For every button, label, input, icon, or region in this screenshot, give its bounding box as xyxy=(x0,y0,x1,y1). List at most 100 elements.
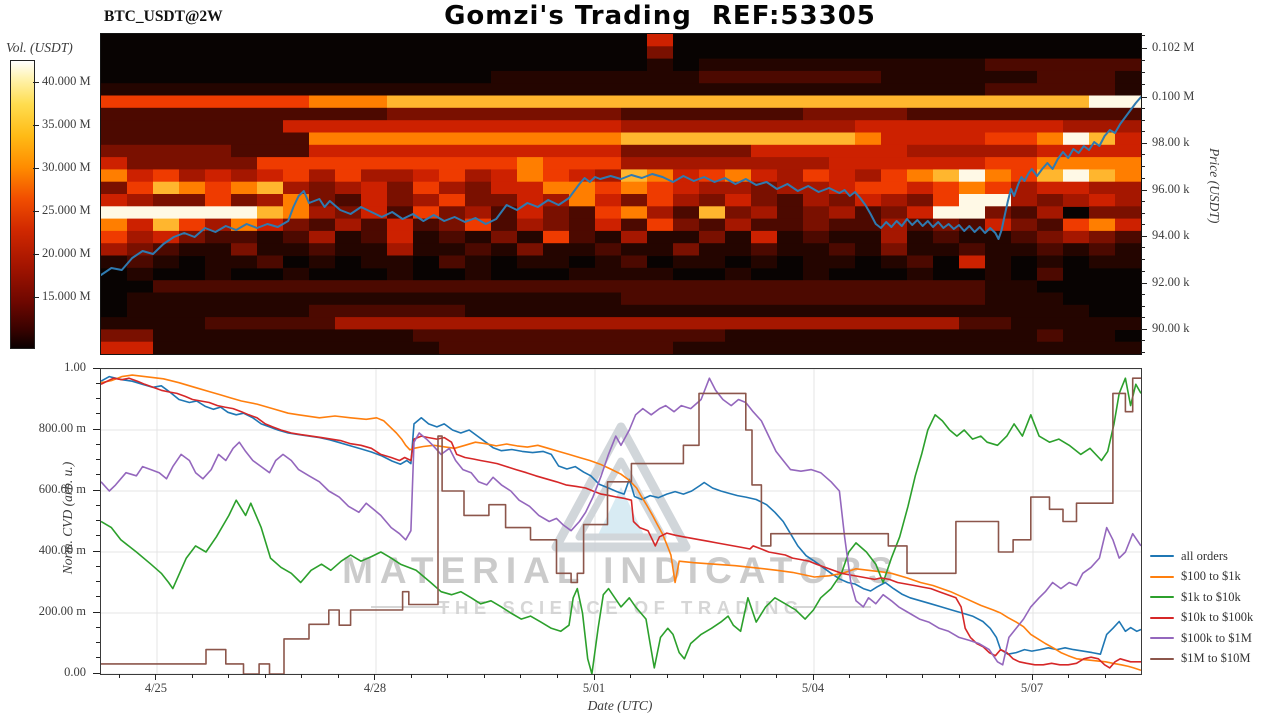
cvd-minor-tick xyxy=(96,443,100,445)
flask-logo-outer-triangle-icon xyxy=(551,422,691,552)
date-tick-label: 4/25 xyxy=(144,681,168,695)
date-minor-tick xyxy=(703,674,704,678)
price-tick xyxy=(1141,47,1147,49)
legend: all orders $100 to $1k $1k to $10k $10k to … xyxy=(1150,546,1254,670)
colorbar-tick xyxy=(33,296,39,298)
cvd-tick-label: 600.00 m xyxy=(38,482,86,496)
price-axis-title: Price (USDT) xyxy=(1207,148,1222,224)
legend-item: $100 to $1k xyxy=(1150,567,1253,588)
price-tick xyxy=(1141,282,1147,284)
date-tick-label: 5/04 xyxy=(801,681,825,695)
cvd-tick xyxy=(93,672,100,674)
series-line-all-orders xyxy=(101,375,1141,656)
price-minor-tick xyxy=(1141,201,1145,202)
cvd-tick-label: 0.00 xyxy=(64,665,86,679)
colorbar-tick-label: 40.000 M xyxy=(42,74,91,88)
price-minor-tick xyxy=(1141,317,1145,318)
price-minor-tick xyxy=(1141,84,1145,86)
date-minor-tick xyxy=(776,674,778,678)
date-minor-tick xyxy=(739,674,741,678)
date-minor-tick xyxy=(630,674,631,678)
cvd-tick xyxy=(93,611,100,613)
legend-label: $100 to $1k xyxy=(1181,569,1241,584)
cvd-minor-tick xyxy=(96,520,100,521)
legend-label: $100k to $1M xyxy=(1181,630,1252,645)
cvd-minor-tick xyxy=(96,626,100,628)
cvd-minor-tick xyxy=(96,459,100,460)
date-minor-tick xyxy=(885,674,887,678)
date-minor-tick xyxy=(264,674,266,678)
page-title: Gomzi's Trading REF:53305 xyxy=(444,1,876,31)
cvd-minor-tick xyxy=(96,382,100,384)
date-minor-tick xyxy=(118,674,120,678)
date-minor-tick xyxy=(995,674,997,678)
price-tick-label: 96.00 k xyxy=(1152,182,1190,196)
price-minor-tick xyxy=(1141,108,1145,109)
price-tick-label: 98.00 k xyxy=(1152,135,1190,149)
price-minor-tick xyxy=(1141,270,1145,272)
price-minor-tick xyxy=(1141,340,1145,341)
colorbar-tick-label: 25.000 M xyxy=(42,203,91,217)
cvd-minor-tick xyxy=(96,596,100,598)
date-minor-tick xyxy=(666,674,668,678)
legend-item: $1k to $10k xyxy=(1150,587,1253,608)
colorbar-tick xyxy=(33,124,39,126)
price-minor-tick xyxy=(1141,119,1145,121)
cvd-tick-label: 400.00 m xyxy=(38,543,86,557)
price-minor-tick xyxy=(1141,131,1145,132)
legend-item: $1M to $10M xyxy=(1150,649,1253,670)
colorbar-tick-label: 20.000 M xyxy=(42,246,91,260)
date-minor-tick xyxy=(228,674,230,678)
price-tick-label: 0.100 M xyxy=(1152,89,1195,103)
price-minor-tick xyxy=(1141,224,1145,225)
volume-colorbar xyxy=(10,60,35,349)
series-line--100k-to-1m xyxy=(101,377,1141,666)
date-tick-label: 5/07 xyxy=(1020,681,1044,695)
colorbar-tick xyxy=(33,253,39,255)
date-minor-tick xyxy=(1068,674,1070,678)
cvd-minor-tick xyxy=(96,657,100,659)
date-tick xyxy=(374,674,376,680)
colorbar-tick xyxy=(33,81,39,83)
cvd-plot: MATERIAL INDICATORS THE SCIENCE OF TRADIN… xyxy=(100,368,1142,675)
date-minor-tick xyxy=(922,674,924,678)
price-minor-tick xyxy=(1141,166,1145,167)
cvd-minor-tick xyxy=(96,504,100,506)
cvd-minor-tick xyxy=(96,565,100,567)
cvd-tick xyxy=(93,489,100,491)
legend-line-swatch xyxy=(1150,555,1174,558)
cvd-minor-tick xyxy=(96,398,100,399)
legend-line-swatch xyxy=(1150,575,1174,578)
legend-item: all orders xyxy=(1150,546,1253,567)
date-minor-tick xyxy=(958,674,960,678)
legend-item: $10k to $100k xyxy=(1150,608,1253,629)
price-minor-tick xyxy=(1141,247,1145,249)
cvd-tick-label: 800.00 m xyxy=(38,421,86,435)
price-minor-tick xyxy=(1141,59,1145,61)
date-minor-tick xyxy=(520,674,522,678)
series-line--10k-to-100k xyxy=(101,377,1141,669)
price-tick xyxy=(1141,328,1147,330)
price-minor-tick xyxy=(1141,212,1145,214)
date-minor-tick xyxy=(849,674,851,678)
cvd-axis-title: Norm. CVD (arb. u.) xyxy=(60,461,75,575)
legend-label: $10k to $100k xyxy=(1181,610,1254,625)
colorbar-tick-label: 35.000 M xyxy=(42,117,91,131)
legend-line-swatch xyxy=(1150,616,1174,619)
date-minor-tick xyxy=(483,674,485,678)
date-tick-label: 4/28 xyxy=(363,681,387,695)
date-minor-tick xyxy=(191,674,193,678)
date-minor-tick xyxy=(410,674,412,678)
symbol-label: BTC_USDT@2W xyxy=(104,8,223,25)
date-minor-tick xyxy=(1104,674,1106,678)
date-axis-title: Date (UTC) xyxy=(587,698,653,713)
watermark-line1: MATERIAL INDICATORS xyxy=(342,550,900,591)
series-line--100-to-1k xyxy=(101,374,1141,672)
legend-label: $1k to $10k xyxy=(1181,589,1241,604)
legend-line-swatch xyxy=(1150,657,1174,660)
date-minor-tick xyxy=(556,674,558,678)
cvd-tick xyxy=(93,367,100,369)
date-minor-tick xyxy=(447,674,449,678)
cvd-tick xyxy=(93,550,100,552)
price-tick xyxy=(1141,189,1147,191)
